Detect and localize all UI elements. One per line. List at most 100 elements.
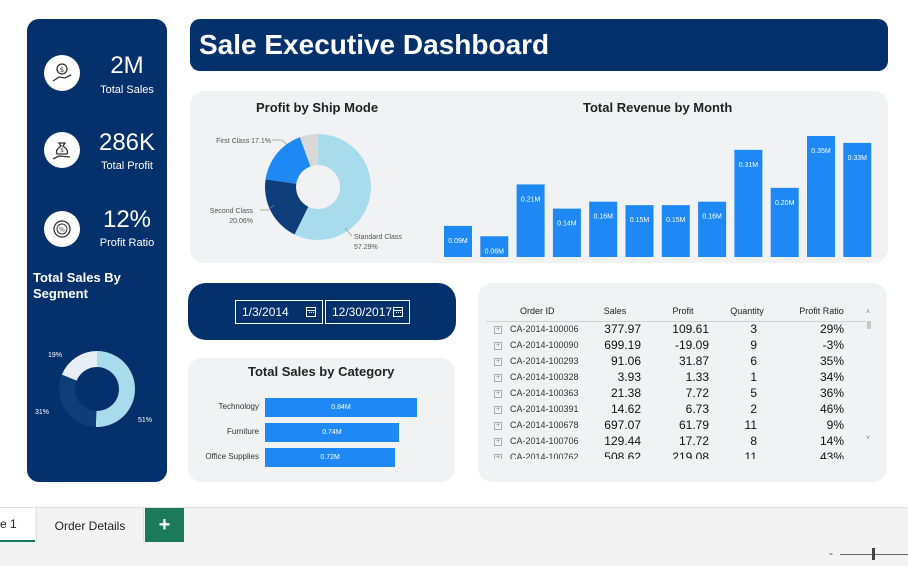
revenue-data-label: 0.20M	[775, 200, 795, 207]
ship-slice-standard-class[interactable]	[294, 134, 371, 240]
col-quantity[interactable]: Quantity	[717, 301, 777, 322]
ship-slice-second-class[interactable]	[265, 179, 309, 235]
scroll-thumb[interactable]	[867, 321, 871, 329]
order-id-column-cell: + CA-2014-100706	[486, 433, 581, 449]
expand-row-icon[interactable]: +	[494, 325, 502, 334]
revenue-bar-month-5[interactable]	[589, 201, 618, 257]
quantity-cell: 3	[750, 322, 757, 337]
total-profit-label: Total Profit	[101, 160, 153, 172]
table-row[interactable]: + CA-2014-100706 129.44 17.72 8 14%	[486, 433, 866, 449]
revenue-data-label: 0.15M	[630, 217, 650, 224]
expand-row-icon[interactable]: +	[494, 437, 502, 446]
start-date-value: 1/3/2014	[242, 305, 289, 319]
quantity-cell: 9	[750, 338, 757, 352]
end-date-input[interactable]: 12/30/2017	[325, 300, 410, 324]
calendar-icon[interactable]	[306, 307, 316, 317]
tab-page-1[interactable]: e 1	[0, 508, 35, 543]
table-row[interactable]: + CA-2014-100762 508.62 219.08 11 43%	[486, 449, 866, 459]
revenue-bar-month-12[interactable]	[843, 142, 872, 257]
order-id-column-cell: + CA-2014-100678	[486, 417, 581, 433]
ship-slice-first-class[interactable]	[265, 137, 311, 184]
expand-row-icon[interactable]: +	[494, 341, 502, 350]
svg-text:%: %	[59, 227, 65, 234]
col-profit[interactable]: Profit	[649, 301, 717, 322]
order-id-cell: CA-2014-100006	[510, 324, 579, 335]
quantity-cell: 5	[750, 386, 757, 400]
revenue-bar-month-6[interactable]	[625, 205, 654, 257]
revenue-month-bar-chart[interactable]: 0.09M 0.06M 0.21M 0.14M 0.16M 0.15M 0.15M 0.16M…	[440, 121, 880, 261]
revenue-bar-month-7[interactable]	[661, 205, 690, 257]
table-scrollbar[interactable]: ˄ ˅	[866, 309, 872, 459]
col-profit-ratio[interactable]: Profit Ratio	[777, 301, 866, 322]
expand-row-icon[interactable]: +	[494, 453, 502, 459]
order-id-cell: CA-2014-100363	[510, 388, 579, 398]
segment-slice-home-office[interactable]	[61, 351, 97, 381]
sales-cell: 3.93	[617, 370, 641, 384]
total-sales-label: Total Sales	[100, 84, 154, 96]
profit-cell: 109.61	[672, 322, 709, 337]
revenue-bar-month-3[interactable]	[516, 184, 545, 257]
quantity-cell: 1	[750, 370, 757, 384]
table-row[interactable]: + CA-2014-100006 377.97 109.61 3 29%	[486, 321, 866, 337]
category-label-technology: Technology	[218, 402, 259, 411]
add-page-button[interactable]: +	[145, 508, 184, 543]
expand-row-icon[interactable]: +	[494, 405, 502, 414]
table-row[interactable]: + CA-2014-100090 699.19 -19.09 9 -3%	[486, 337, 866, 353]
order-id-column-cell: + CA-2014-100293	[486, 353, 581, 369]
zoom-out-icon[interactable]: -	[829, 546, 833, 560]
calendar-icon[interactable]	[393, 307, 403, 317]
order-id-column-cell: + CA-2014-100363	[486, 385, 581, 401]
revenue-bar-month-4[interactable]	[552, 208, 581, 257]
order-id-cell: CA-2014-100293	[510, 356, 579, 366]
start-date-input[interactable]: 1/3/2014	[235, 300, 323, 324]
expand-row-icon[interactable]: +	[494, 389, 502, 398]
revenue-data-label: 0.33M	[848, 155, 868, 162]
segment-slice-consumer[interactable]	[95, 351, 135, 427]
quantity-cell: 6	[750, 354, 757, 368]
zoom-slider-thumb[interactable]	[872, 548, 875, 560]
profit-ratio-cell: 36%	[819, 386, 844, 400]
money-hand-icon: $	[44, 55, 80, 91]
expand-row-icon[interactable]: +	[494, 373, 502, 382]
svg-text:$: $	[60, 66, 64, 74]
order-id-cell: CA-2014-100706	[510, 436, 579, 446]
revenue-bar-month-11[interactable]	[807, 136, 835, 257]
profit-cell: 61.79	[678, 418, 709, 432]
expand-row-icon[interactable]: +	[494, 421, 502, 430]
profit-cell: -19.09	[674, 338, 709, 352]
tab-order-details[interactable]: Order Details	[36, 508, 144, 543]
revenue-bar-month-1[interactable]	[444, 225, 472, 257]
category-label-office-supplies: Office Supplies	[205, 452, 259, 461]
revenue-bar-month-9[interactable]	[734, 149, 763, 257]
revenue-bar-month-10[interactable]	[770, 187, 799, 257]
ship-slice-same-day[interactable]	[299, 134, 318, 167]
table-row[interactable]: + CA-2014-100391 14.62 6.73 2 46%	[486, 401, 866, 417]
col-order-id[interactable]: Order ID	[486, 301, 581, 322]
segment-slice-corporate[interactable]	[59, 374, 97, 427]
dashboard-header: Sale Executive Dashboard	[190, 19, 888, 71]
category-bar-technology[interactable]: 0.84M	[265, 398, 417, 417]
scroll-down-icon[interactable]: ˅	[866, 435, 871, 442]
scroll-up-icon[interactable]: ˄	[866, 309, 871, 316]
profit-ratio-label: Profit Ratio	[99, 237, 155, 249]
expand-row-icon[interactable]: +	[494, 357, 502, 366]
category-bar-office-supplies[interactable]: 0.72M	[265, 448, 396, 467]
ship-mode-donut-chart[interactable]: First Class 17.1% Second Class 20.06% St…	[190, 121, 420, 263]
col-sales[interactable]: Sales	[581, 301, 649, 322]
profit-ratio-cell: 14%	[819, 434, 844, 448]
table-row[interactable]: + CA-2014-100328 3.93 1.33 1 34%	[486, 369, 866, 385]
order-table[interactable]: Order ID Sales Profit Quantity Profit Ra…	[486, 301, 866, 459]
order-id-cell: CA-2014-100090	[510, 340, 579, 350]
profit-ratio-cell: 29%	[819, 322, 844, 337]
label-second-class-pct: 20.06%	[229, 218, 253, 225]
label-first-class: First Class 17.1%	[216, 138, 271, 145]
table-row[interactable]: + CA-2014-100678 697.07 61.79 11 9%	[486, 417, 866, 433]
order-id-cell: CA-2014-100762	[510, 452, 579, 459]
table-row[interactable]: + CA-2014-100293 91.06 31.87 6 35%	[486, 353, 866, 369]
revenue-bar-month-8[interactable]	[698, 201, 727, 257]
table-row[interactable]: + CA-2014-100363 21.38 7.72 5 36%	[486, 385, 866, 401]
revenue-bar-month-2[interactable]	[480, 236, 509, 257]
category-bar-furniture[interactable]: 0.74M	[265, 423, 399, 442]
profit-ratio-value: 12%	[102, 206, 152, 233]
revenue-data-label: 0.16M	[702, 214, 722, 221]
